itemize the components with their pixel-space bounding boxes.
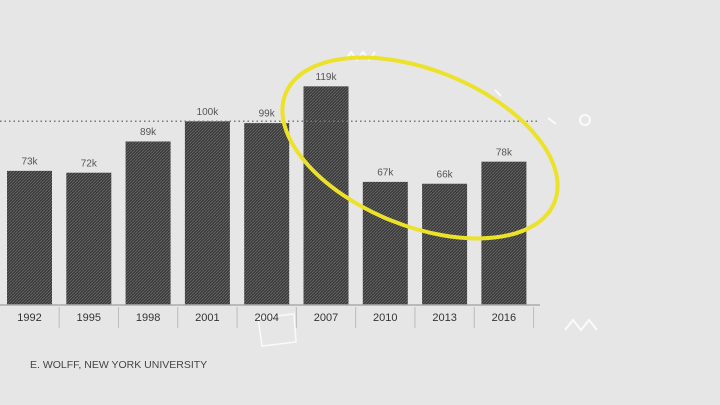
circle-deco <box>579 114 591 126</box>
highlight-circle <box>280 55 560 241</box>
bar <box>184 121 230 305</box>
x-tick-label: 2004 <box>254 312 278 324</box>
decoration <box>257 50 598 347</box>
plot: 73k 1992 72k 1995 89k 1998 100k 2001 99k 2004 119k… <box>0 72 540 328</box>
x-tick-label: 2016 <box>492 312 516 324</box>
bar <box>7 170 52 305</box>
x-tick-label: 2013 <box>432 312 456 324</box>
value-label: 100k <box>197 107 220 118</box>
source: E. WOLFF, NEW YORK UNIVERSITY <box>30 359 207 371</box>
value-label: 99k <box>259 109 276 120</box>
x-tick-label: 2010 <box>373 312 397 324</box>
value-label: 119k <box>316 72 338 83</box>
x-tick-label: 2001 <box>195 312 219 324</box>
value-label: 67k <box>377 168 394 179</box>
value-label: 72k <box>81 158 98 169</box>
square-deco <box>257 313 297 347</box>
tick-deco <box>494 89 557 125</box>
bar <box>125 141 171 305</box>
bar <box>422 183 468 305</box>
value-label: 78k <box>496 147 513 158</box>
x-tick-label: 1995 <box>77 312 101 324</box>
value-label: 89k <box>140 127 157 138</box>
x-tick-label: 1992 <box>17 312 41 324</box>
squiggle <box>564 318 598 332</box>
bar <box>362 181 408 305</box>
value-label: 66k <box>437 169 454 180</box>
value-label: 73k <box>21 157 38 168</box>
bar <box>66 172 112 305</box>
bar <box>244 123 290 305</box>
x-tick-label: 2007 <box>314 312 338 324</box>
x-tick-label: 1998 <box>136 312 160 324</box>
